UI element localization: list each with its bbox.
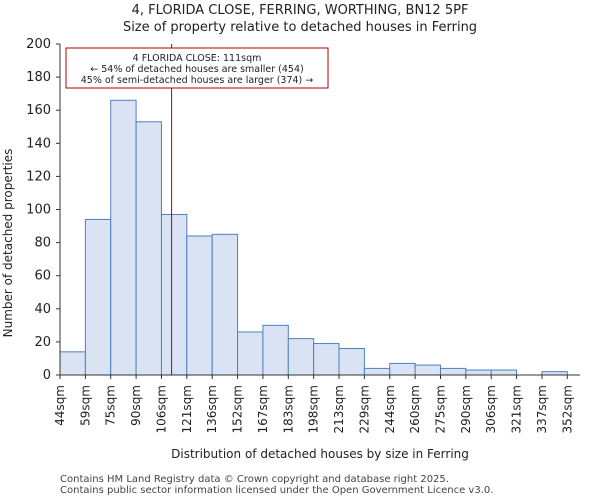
bar-152sqm: [237, 331, 264, 376]
bar-44sqm: [59, 351, 86, 376]
footer-attribution-2: Contains public sector information licen…: [60, 485, 494, 496]
x-tick-label: 213sqm: [332, 385, 346, 433]
y-axis-label: Number of detached properties: [1, 149, 15, 338]
y-tick-label: 60: [34, 269, 51, 284]
bar-167sqm: [262, 324, 289, 376]
bar-198sqm: [313, 343, 340, 376]
x-tick-label: 321sqm: [510, 385, 524, 433]
x-tick-label: 290sqm: [459, 385, 473, 433]
bar-275sqm: [439, 367, 467, 376]
bar-260sqm: [414, 364, 441, 376]
bar-229sqm: [363, 367, 391, 376]
x-tick-label: 167sqm: [256, 385, 270, 433]
y-tick-label: 180: [26, 70, 51, 85]
annotation-line-1: 4 FLORIDA CLOSE: 111sqm: [133, 53, 262, 64]
x-tick-label: 136sqm: [205, 385, 219, 433]
x-tick-label: 152sqm: [231, 385, 245, 433]
x-axis-label: Distribution of detached houses by size …: [171, 447, 469, 461]
y-tick-label: 200: [26, 37, 51, 52]
annotation-box: [65, 47, 329, 89]
bar-136sqm: [211, 233, 239, 376]
bar-290sqm: [465, 369, 492, 376]
bar-90sqm: [135, 121, 162, 376]
x-tick-label: 75sqm: [104, 385, 118, 426]
y-tick-label: 160: [26, 103, 51, 118]
x-tick-label: 275sqm: [433, 385, 447, 433]
x-tick-label: 337sqm: [535, 385, 549, 433]
x-tick-label: 229sqm: [357, 385, 371, 433]
x-tick-label: 306sqm: [484, 385, 498, 433]
y-tick-label: 140: [26, 136, 51, 151]
y-tick-label: 80: [34, 236, 51, 251]
bar-59sqm: [84, 218, 112, 376]
x-tick-label: 44sqm: [53, 385, 67, 426]
chart-subtitle: Size of property relative to detached ho…: [122, 20, 478, 35]
y-tick-label: 0: [43, 368, 51, 383]
x-tick-label: 244sqm: [383, 385, 397, 433]
x-tick-label: 59sqm: [78, 385, 92, 426]
annotation-line-2: ← 54% of detached houses are smaller (45…: [90, 64, 303, 75]
y-tick-label: 40: [34, 302, 51, 317]
chart-title: 4, FLORIDA CLOSE, FERRING, WORTHING, BN1…: [131, 3, 469, 18]
x-tick-label: 260sqm: [408, 385, 422, 433]
x-tick-label: 106sqm: [154, 385, 168, 433]
bar-244sqm: [389, 362, 416, 376]
bar-306sqm: [490, 369, 518, 376]
bar-106sqm: [160, 213, 188, 376]
y-tick-label: 100: [26, 203, 51, 218]
bar-213sqm: [338, 348, 365, 376]
x-tick-label: 121sqm: [180, 385, 194, 433]
x-tick-label: 352sqm: [560, 385, 574, 433]
y-tick-label: 120: [26, 169, 51, 184]
y-tick-label: 20: [34, 335, 51, 350]
bar-75sqm: [110, 99, 137, 376]
annotation-line-3: 45% of semi-detached houses are larger (…: [81, 75, 314, 86]
x-tick-label: 183sqm: [281, 385, 295, 433]
bar-121sqm: [186, 235, 213, 376]
x-tick-label: 90sqm: [129, 385, 143, 426]
bar-183sqm: [287, 338, 315, 376]
footer-attribution-1: Contains HM Land Registry data © Crown c…: [60, 474, 449, 485]
x-tick-label: 198sqm: [307, 385, 321, 433]
